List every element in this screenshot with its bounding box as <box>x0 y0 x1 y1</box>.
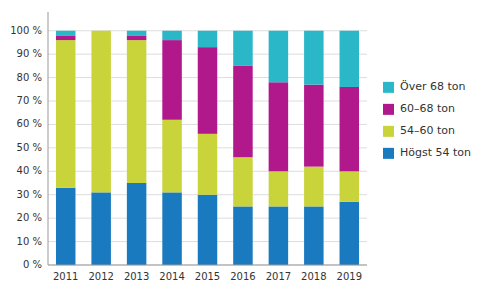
x-tick-label: 2011 <box>53 271 78 282</box>
bar-segment <box>269 206 288 265</box>
legend-swatch <box>383 148 394 159</box>
y-tick-label: 20 % <box>17 212 42 223</box>
bar-segment <box>162 40 181 120</box>
bar-segment <box>127 40 146 183</box>
bar-segment <box>233 157 252 206</box>
bar-segment <box>127 31 146 36</box>
x-axis-line <box>48 265 367 266</box>
bar-segment <box>56 31 75 36</box>
bar-segment <box>198 195 217 265</box>
bar-segment <box>340 171 359 201</box>
bar-segment <box>340 87 359 171</box>
bar-segment <box>233 31 252 66</box>
x-axis: 2011 2012 2013 2014 2015 2016 2017 2018 2019 <box>48 265 367 282</box>
bar-segment <box>162 31 181 40</box>
bar-segment <box>91 31 110 193</box>
y-tick-label: 10 % <box>17 236 42 247</box>
x-tick-label: 2014 <box>159 271 184 282</box>
bar-segment <box>56 35 75 40</box>
bar-segment <box>56 40 75 188</box>
legend: Över 68 ton 60–68 ton 54–60 ton Högst 54 to… <box>383 80 471 159</box>
bar-segment <box>127 35 146 40</box>
legend-label: Högst 54 ton <box>400 146 471 159</box>
bar-segment <box>127 183 146 265</box>
bar-segment <box>340 31 359 87</box>
bar-segment <box>91 30 110 31</box>
bar-segment <box>269 171 288 206</box>
legend-swatch <box>383 126 394 137</box>
x-tick-label: 2015 <box>195 271 220 282</box>
legend-swatch <box>383 82 394 93</box>
x-tick-label: 2017 <box>266 271 291 282</box>
bar-segment <box>269 31 288 83</box>
legend-label: 60–68 ton <box>400 102 455 115</box>
bar-segment <box>304 31 323 85</box>
y-tick-label: 60 % <box>17 118 42 129</box>
grid <box>48 31 367 265</box>
x-tick-label: 2018 <box>301 271 326 282</box>
bar-segment <box>340 202 359 265</box>
bars <box>56 31 359 265</box>
bar-segment <box>198 134 217 195</box>
bar-segment <box>162 120 181 193</box>
y-tick-label: 50 % <box>17 142 42 153</box>
bar-segment <box>269 82 288 171</box>
legend-swatch <box>383 104 394 115</box>
bar-segment <box>304 206 323 265</box>
y-tick-label: 100 % <box>10 25 42 36</box>
bar-segment <box>198 47 217 134</box>
bar-segment <box>233 66 252 157</box>
bar-segment <box>198 31 217 47</box>
y-axis: 0 % 10 % 20 % 30 % 40 % 50 % 60 % 70 % 80 % 90 % 1… <box>10 12 48 270</box>
x-tick-label: 2019 <box>337 271 362 282</box>
y-tick-label: 70 % <box>17 95 42 106</box>
y-tick-label: 90 % <box>17 48 42 59</box>
bar-segment <box>233 206 252 265</box>
bar-segment <box>91 192 110 265</box>
x-tick-label: 2016 <box>230 271 255 282</box>
bar-segment <box>56 188 75 265</box>
x-tick-label: 2013 <box>124 271 149 282</box>
legend-label: Över 68 ton <box>400 80 465 93</box>
y-tick-label: 0 % <box>23 259 42 270</box>
bar-segment <box>304 85 323 167</box>
y-tick-label: 40 % <box>17 165 42 176</box>
grid-line <box>48 265 367 266</box>
bar-segment <box>162 192 181 265</box>
x-tick-label: 2012 <box>88 271 113 282</box>
y-axis-line <box>48 12 49 265</box>
bar-segment <box>91 30 110 31</box>
y-tick-label: 80 % <box>17 72 42 83</box>
chart: 0 % 10 % 20 % 30 % 40 % 50 % 60 % 70 % 80 % 90 % 1… <box>0 0 491 291</box>
bar-segment <box>304 167 323 207</box>
y-tick-label: 30 % <box>17 189 42 200</box>
legend-label: 54–60 ton <box>400 124 455 137</box>
chart-container: 0 % 10 % 20 % 30 % 40 % 50 % 60 % 70 % 80 % 90 % 1… <box>0 0 491 291</box>
